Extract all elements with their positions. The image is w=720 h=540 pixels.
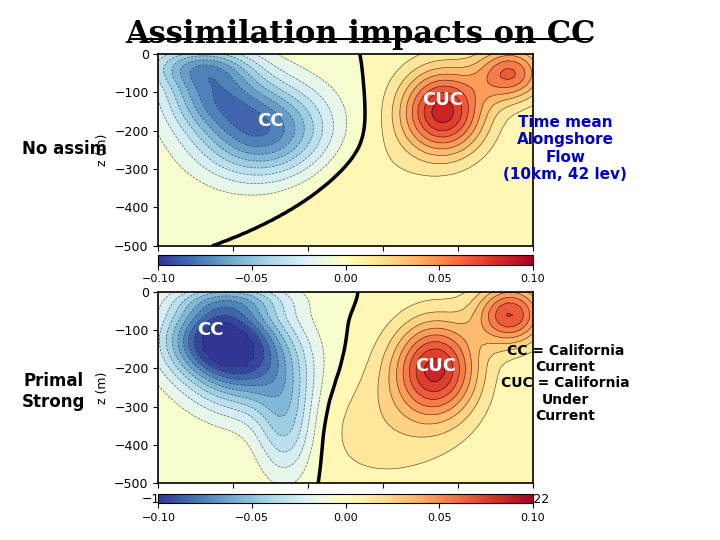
Text: CC: CC (258, 112, 284, 130)
Text: Time mean
Alongshore
Flow
(10km, 42 lev): Time mean Alongshore Flow (10km, 42 lev) (503, 115, 627, 182)
Text: CC = California
Current
CUC = California
Under
Current: CC = California Current CUC = California… (501, 344, 629, 423)
Text: No assim: No assim (22, 139, 107, 158)
Text: Assimilation impacts on CC: Assimilation impacts on CC (125, 19, 595, 50)
Y-axis label: z (m): z (m) (96, 372, 109, 403)
Text: CUC: CUC (415, 357, 456, 375)
Text: Primal
Strong: Primal Strong (22, 372, 85, 411)
Y-axis label: z (m): z (m) (96, 134, 109, 166)
Text: CUC: CUC (423, 91, 464, 109)
Text: CC: CC (197, 321, 224, 339)
